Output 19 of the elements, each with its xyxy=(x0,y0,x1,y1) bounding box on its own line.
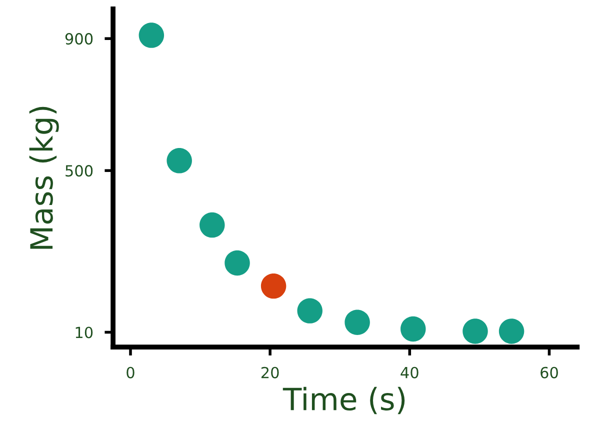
x-tick-label: 0 xyxy=(126,366,134,378)
point xyxy=(498,318,524,344)
point xyxy=(462,318,488,344)
point xyxy=(260,273,286,299)
x-axis-title: Time (s) xyxy=(282,386,405,414)
y-axis-title: Mass (kg) xyxy=(29,106,59,249)
point xyxy=(224,250,250,276)
y-tick-label: 900 xyxy=(65,33,93,45)
point xyxy=(344,310,370,335)
x-tick-label: 20 xyxy=(261,366,279,378)
point xyxy=(200,212,225,238)
point xyxy=(400,316,426,342)
x-tick-label: 40 xyxy=(400,366,418,378)
point xyxy=(166,148,192,174)
y-tick-label: 10 xyxy=(76,326,93,338)
point xyxy=(297,298,322,324)
point xyxy=(138,22,164,48)
x-tick-label: 60 xyxy=(540,366,558,378)
y-tick-label: 500 xyxy=(66,165,93,177)
